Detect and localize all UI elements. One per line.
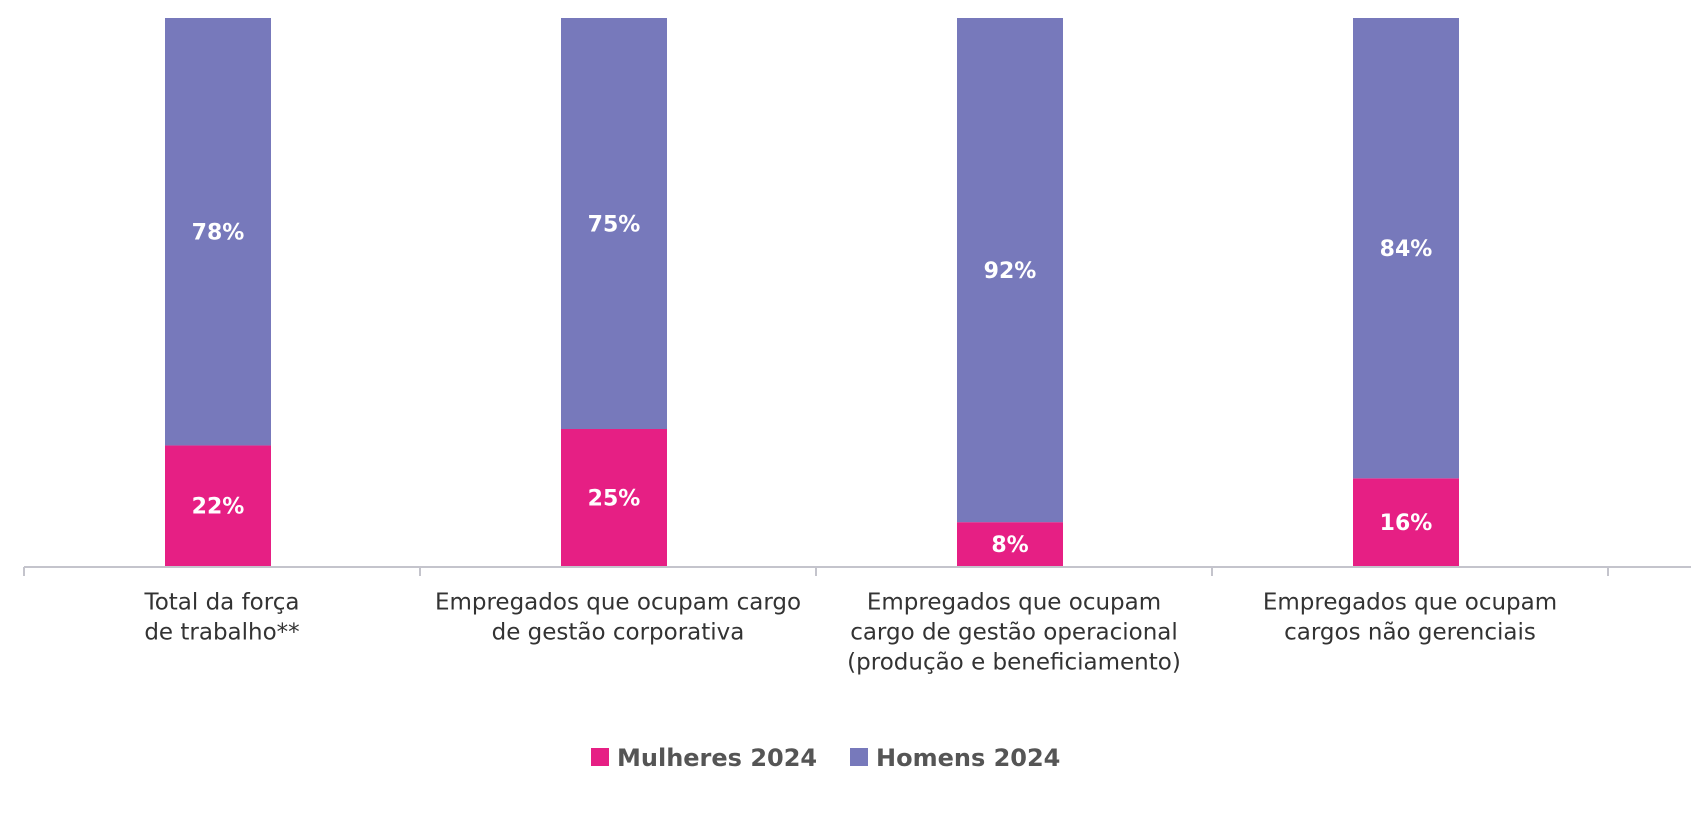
x-tick-label: de gestão corporativa: [492, 620, 745, 646]
x-tick-label: cargos não gerenciais: [1284, 620, 1536, 646]
value-label: 84%: [1380, 237, 1433, 262]
legend-swatch: [850, 748, 868, 766]
value-label: 25%: [588, 487, 641, 512]
bar-segment: [1353, 478, 1459, 566]
value-label: 78%: [192, 221, 245, 246]
x-tick-label: de trabalho**: [144, 620, 299, 646]
legend-swatch: [591, 748, 609, 766]
bar-segment: [561, 18, 667, 429]
value-label: 75%: [588, 213, 641, 238]
bar-segment: [957, 18, 1063, 523]
bar-segment: [165, 18, 271, 446]
x-tick-label: Empregados que ocupam cargo: [435, 590, 801, 616]
x-tick-label: cargo de gestão operacional: [850, 620, 1178, 646]
x-tick-label: Empregados que ocupam: [867, 590, 1161, 616]
value-label: 92%: [984, 259, 1037, 284]
bar-segment: [957, 522, 1063, 566]
x-tick-label: Empregados que ocupam: [1263, 590, 1557, 616]
bar-segment: [561, 429, 667, 566]
value-label: 8%: [991, 533, 1028, 558]
legend-label: Homens 2024: [876, 744, 1060, 772]
bar-segment: [1353, 18, 1459, 479]
bar-segment: [165, 445, 271, 566]
x-tick-label: Total da força: [144, 590, 300, 616]
value-label: 22%: [192, 495, 245, 520]
x-tick-label: (produção e beneficiamento): [847, 650, 1181, 676]
legend-label: Mulheres 2024: [617, 744, 817, 772]
value-label: 16%: [1380, 511, 1433, 536]
